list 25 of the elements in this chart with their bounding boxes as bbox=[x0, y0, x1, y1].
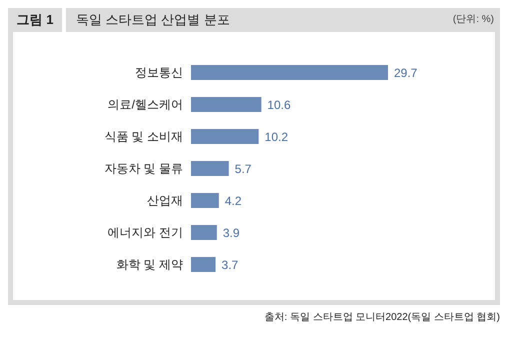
text: (단위: %) bbox=[452, 13, 494, 27]
data-label: 29.7 bbox=[394, 66, 418, 80]
chart-title: 독일 스타트업 산업별 분포 bbox=[76, 11, 230, 29]
y-tick-label: 식품 및 소비재 bbox=[104, 129, 183, 144]
bar bbox=[191, 65, 388, 80]
y-tick-label: 의료/헬스케어 bbox=[108, 97, 183, 112]
data-label: 5.7 bbox=[234, 162, 252, 176]
y-tick-label: 에너지와 전기 bbox=[108, 225, 183, 240]
bar bbox=[191, 193, 219, 208]
data-label: 3.7 bbox=[222, 258, 239, 272]
source-note: 출처: 독일 스타트업 모니터2022(독일 스타트업 협회) bbox=[264, 311, 500, 324]
bar bbox=[191, 257, 216, 272]
y-tick-label: 자동차 및 물류 bbox=[104, 161, 183, 176]
bar bbox=[191, 129, 259, 144]
data-label: 10.6 bbox=[267, 98, 291, 112]
y-tick-label: 정보통신 bbox=[135, 65, 183, 80]
bar bbox=[191, 225, 217, 240]
caption: 그림 1 bbox=[16, 11, 54, 29]
data-label: 10.2 bbox=[264, 130, 288, 144]
data-label: 3.9 bbox=[222, 226, 240, 240]
bar bbox=[191, 161, 229, 176]
data-label: 4.2 bbox=[224, 194, 242, 208]
y-tick-label: 산업재 bbox=[147, 193, 183, 208]
y-tick-label: 화학 및 제약 bbox=[116, 257, 183, 272]
bar bbox=[191, 97, 262, 112]
